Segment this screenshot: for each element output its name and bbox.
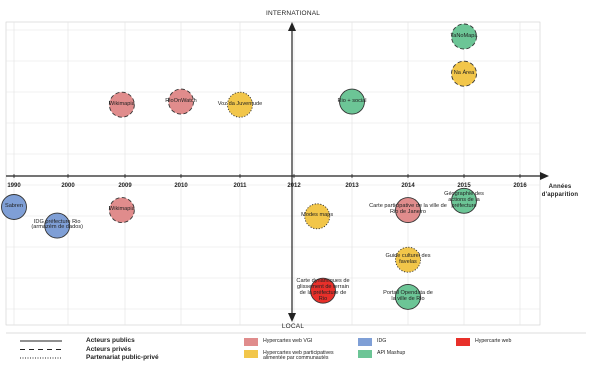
x-tick-label: 1990: [7, 183, 21, 189]
x-tick-label: 2015: [457, 183, 471, 189]
bubble-label: Guide culturel des favelas: [385, 252, 431, 265]
bubble-label: Modes maps: [301, 212, 334, 219]
legend-actor-label: Acteurs privés: [86, 345, 132, 353]
legend-marks: [6, 332, 586, 359]
x-axis-arrow: [540, 172, 549, 180]
bubble-label: IDG préfecture Rio (armazém de dados): [31, 218, 83, 231]
y-axis-arrow-down: [288, 313, 296, 322]
bubble-label: Portail Opendata de la ville de Rio: [383, 289, 433, 302]
bubble-vgi: [395, 197, 421, 224]
bubble-mashup: [339, 88, 365, 115]
bubble-label: Rio + social: [337, 97, 367, 104]
legend-actor-label: Partenariat public-privé: [86, 354, 159, 361]
bubble-mashup: [395, 283, 421, 310]
x-tick-label: 2010: [174, 183, 188, 189]
bubble-label: Carte dynamiques de glissement de terrai…: [296, 278, 350, 302]
bubble-participative: [451, 60, 477, 87]
bubble-label: RioOnWatch: [165, 97, 197, 104]
bubble-label: TaNoMapa: [450, 32, 478, 39]
bubble-label: Carte participative de la ville de Rio d…: [369, 203, 447, 215]
plot-frame: [5, 21, 541, 326]
bubble-label: Wikimapia: [108, 206, 135, 213]
bubbles: [1, 23, 477, 310]
legend-category-label: IDG: [377, 337, 387, 344]
legend-category-label: Hypercarte web: [475, 337, 512, 344]
x-tick-label: 2009: [118, 183, 132, 189]
x-tick-label: 2000: [61, 183, 75, 189]
y-axis-arrow-up: [288, 22, 296, 31]
bubble-vgi: [108, 197, 135, 224]
legend-swatch-hyperweb: [456, 338, 470, 346]
bubble-label: Sabren: [4, 203, 24, 209]
bubble-participative: [304, 203, 331, 230]
bubble-ide: [44, 212, 71, 239]
bubble-hyperweb: [310, 277, 336, 304]
legend-swatch-ide: [358, 338, 372, 346]
x-tick-label: 2013: [345, 183, 359, 189]
x-tick-label: 2016: [513, 183, 527, 189]
x-tick-label: 2011: [233, 183, 247, 189]
axis-top-label: INTERNATIONAL: [265, 10, 321, 17]
bubble-ide: [1, 194, 27, 220]
axis-bottom-label: LOCAL: [281, 323, 305, 330]
bubble-label: Na Área: [453, 69, 475, 76]
bubble-mashup: [451, 187, 477, 214]
legend-swatch-vgi: [244, 338, 258, 346]
bubble-label: Géographie des actions de la préfecture: [444, 190, 484, 209]
x-tick-label: 2014: [401, 183, 415, 189]
legend-category-label: Hypercartes web VGI: [263, 337, 313, 344]
bubble-label: Voz da Juventude: [217, 100, 263, 107]
x-tick-label: 2012: [287, 183, 301, 189]
legend-actor-label: Acteurs publics: [86, 337, 135, 344]
bubble-vgi: [168, 88, 194, 115]
bubble-participative: [227, 91, 253, 118]
bubble-label: Wikimapia: [108, 100, 135, 107]
bubble-mashup: [451, 23, 477, 50]
axes: [6, 22, 549, 322]
x-axis-title: Années d'apparition: [541, 184, 579, 198]
bubble-vgi: [108, 91, 135, 118]
legend-swatch-mashup: [358, 350, 372, 358]
legend-category-label: Hypercartes web participatives alimentée…: [263, 349, 334, 362]
bubble-participative: [395, 246, 421, 273]
legend-swatch-participative: [244, 350, 258, 358]
legend-category-label: API Mashup: [377, 349, 406, 356]
